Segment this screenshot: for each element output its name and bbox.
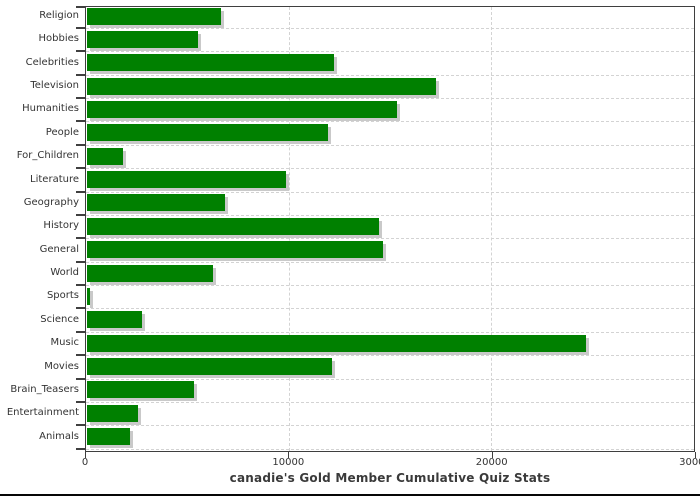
bar-science xyxy=(87,311,142,329)
y-axis-tick xyxy=(76,284,85,287)
bottom-rule xyxy=(0,494,700,496)
y-axis-tick xyxy=(76,237,85,240)
horizontal-gridline xyxy=(86,214,694,216)
bar-geography xyxy=(87,194,225,212)
x-axis-tick xyxy=(85,452,86,458)
bar-for_children xyxy=(87,147,124,165)
y-axis-tick xyxy=(76,424,85,427)
category-label: Entertainment xyxy=(6,407,79,419)
horizontal-gridline xyxy=(86,191,694,193)
category-label: Animals xyxy=(39,430,79,442)
bar-television xyxy=(87,77,436,95)
chart-title: canadie's Gold Member Cumulative Quiz St… xyxy=(229,471,551,485)
bar-world xyxy=(87,264,213,282)
horizontal-gridline xyxy=(86,51,694,53)
bar-humanities xyxy=(87,100,398,118)
y-axis-tick xyxy=(76,143,85,146)
bar-movies xyxy=(87,358,333,376)
bar-music xyxy=(87,334,586,352)
category-label: Hobbies xyxy=(38,33,79,45)
y-axis-tick xyxy=(76,50,85,53)
x-axis-tick xyxy=(695,452,696,458)
x-tick-label: 20000 xyxy=(475,457,508,468)
bar-brain_teasers xyxy=(87,381,195,399)
vertical-gridline xyxy=(491,7,493,451)
horizontal-gridline xyxy=(86,378,694,380)
y-axis-tick xyxy=(76,97,85,100)
category-label: Celebrities xyxy=(25,56,79,68)
horizontal-gridline xyxy=(86,308,694,310)
category-label: People xyxy=(45,126,79,138)
horizontal-gridline xyxy=(86,331,694,333)
horizontal-gridline xyxy=(86,285,694,287)
x-axis-tick xyxy=(491,452,493,458)
bar-celebrities xyxy=(87,54,335,72)
x-tick-label: 0 xyxy=(81,457,89,468)
bar-religion xyxy=(87,7,221,25)
horizontal-gridline xyxy=(86,168,694,170)
y-axis-tick xyxy=(76,190,85,193)
y-axis-tick xyxy=(76,27,85,29)
y-axis-tick xyxy=(76,120,85,123)
category-label: History xyxy=(43,220,79,232)
category-label: Literature xyxy=(30,173,79,185)
y-axis-tick xyxy=(76,330,85,333)
y-axis-tick xyxy=(76,447,85,450)
horizontal-gridline xyxy=(86,448,694,450)
bar-animals xyxy=(87,428,130,446)
bar-sports xyxy=(87,287,91,305)
x-tick-label: 10000 xyxy=(272,457,305,468)
y-axis-tick xyxy=(76,73,85,76)
bar-hobbies xyxy=(87,30,199,48)
horizontal-gridline xyxy=(86,238,694,240)
horizontal-gridline xyxy=(86,121,694,123)
y-axis-tick xyxy=(76,354,85,357)
y-axis-tick xyxy=(76,307,85,310)
category-label: Music xyxy=(50,337,79,349)
category-label: Television xyxy=(30,80,79,92)
category-label: Humanities xyxy=(22,103,79,115)
bar-history xyxy=(87,217,379,235)
y-axis-tick xyxy=(76,400,85,403)
category-label: General xyxy=(39,243,79,255)
horizontal-gridline xyxy=(86,28,694,29)
horizontal-gridline xyxy=(86,74,694,76)
category-label: Movies xyxy=(44,360,79,372)
category-label: Science xyxy=(40,313,79,325)
y-axis-tick xyxy=(76,377,85,380)
category-label: For_Children xyxy=(16,150,79,162)
category-label: Sports xyxy=(46,290,79,302)
horizontal-gridline xyxy=(86,355,694,357)
y-axis-tick xyxy=(76,6,85,8)
bar-entertainment xyxy=(87,404,138,422)
category-label: World xyxy=(50,267,79,279)
y-axis-tick xyxy=(76,213,85,216)
bar-general xyxy=(87,241,383,259)
horizontal-gridline xyxy=(86,401,694,403)
category-label: Geography xyxy=(23,196,79,208)
y-axis-tick xyxy=(76,167,85,170)
horizontal-gridline xyxy=(86,98,694,100)
category-label: Brain_Teasers xyxy=(10,383,79,395)
x-axis-tick xyxy=(288,452,290,458)
plot-area xyxy=(85,6,695,452)
horizontal-gridline xyxy=(86,144,694,146)
bar-literature xyxy=(87,171,286,189)
horizontal-gridline xyxy=(86,425,694,427)
horizontal-gridline xyxy=(86,261,694,263)
bar-people xyxy=(87,124,329,142)
y-axis-tick xyxy=(76,260,85,263)
category-label: Religion xyxy=(39,10,79,21)
x-tick-label: 30000 xyxy=(679,457,700,468)
